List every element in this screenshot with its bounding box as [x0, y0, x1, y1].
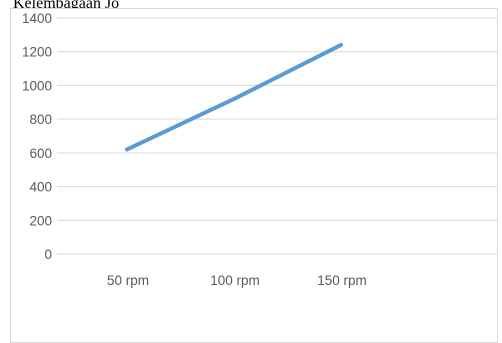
y-tick-label: 400: [29, 180, 52, 195]
y-tick-label: 1000: [22, 78, 52, 93]
x-tick-label: 150 rpm: [317, 273, 367, 288]
chart-area: [10, 8, 498, 343]
y-tick-label: 0: [44, 247, 52, 262]
y-tick-label: 1200: [22, 45, 52, 60]
x-axis-tick-labels: 50 rpm 100 rpm 150 rpm: [107, 273, 367, 288]
y-axis-tick-labels: 0 200 400 600 800 1000 1200 1400: [22, 11, 52, 262]
x-tick-label: 100 rpm: [210, 273, 260, 288]
y-tick-label: 200: [29, 213, 52, 228]
y-tick-label: 800: [29, 112, 52, 127]
x-tick-label: 50 rpm: [107, 273, 149, 288]
gridlines: [57, 17, 498, 255]
y-tick-label: 600: [29, 146, 52, 161]
y-tick-label: 1400: [22, 11, 52, 26]
series-line-0: [125, 42, 343, 152]
series-group: [125, 42, 343, 152]
